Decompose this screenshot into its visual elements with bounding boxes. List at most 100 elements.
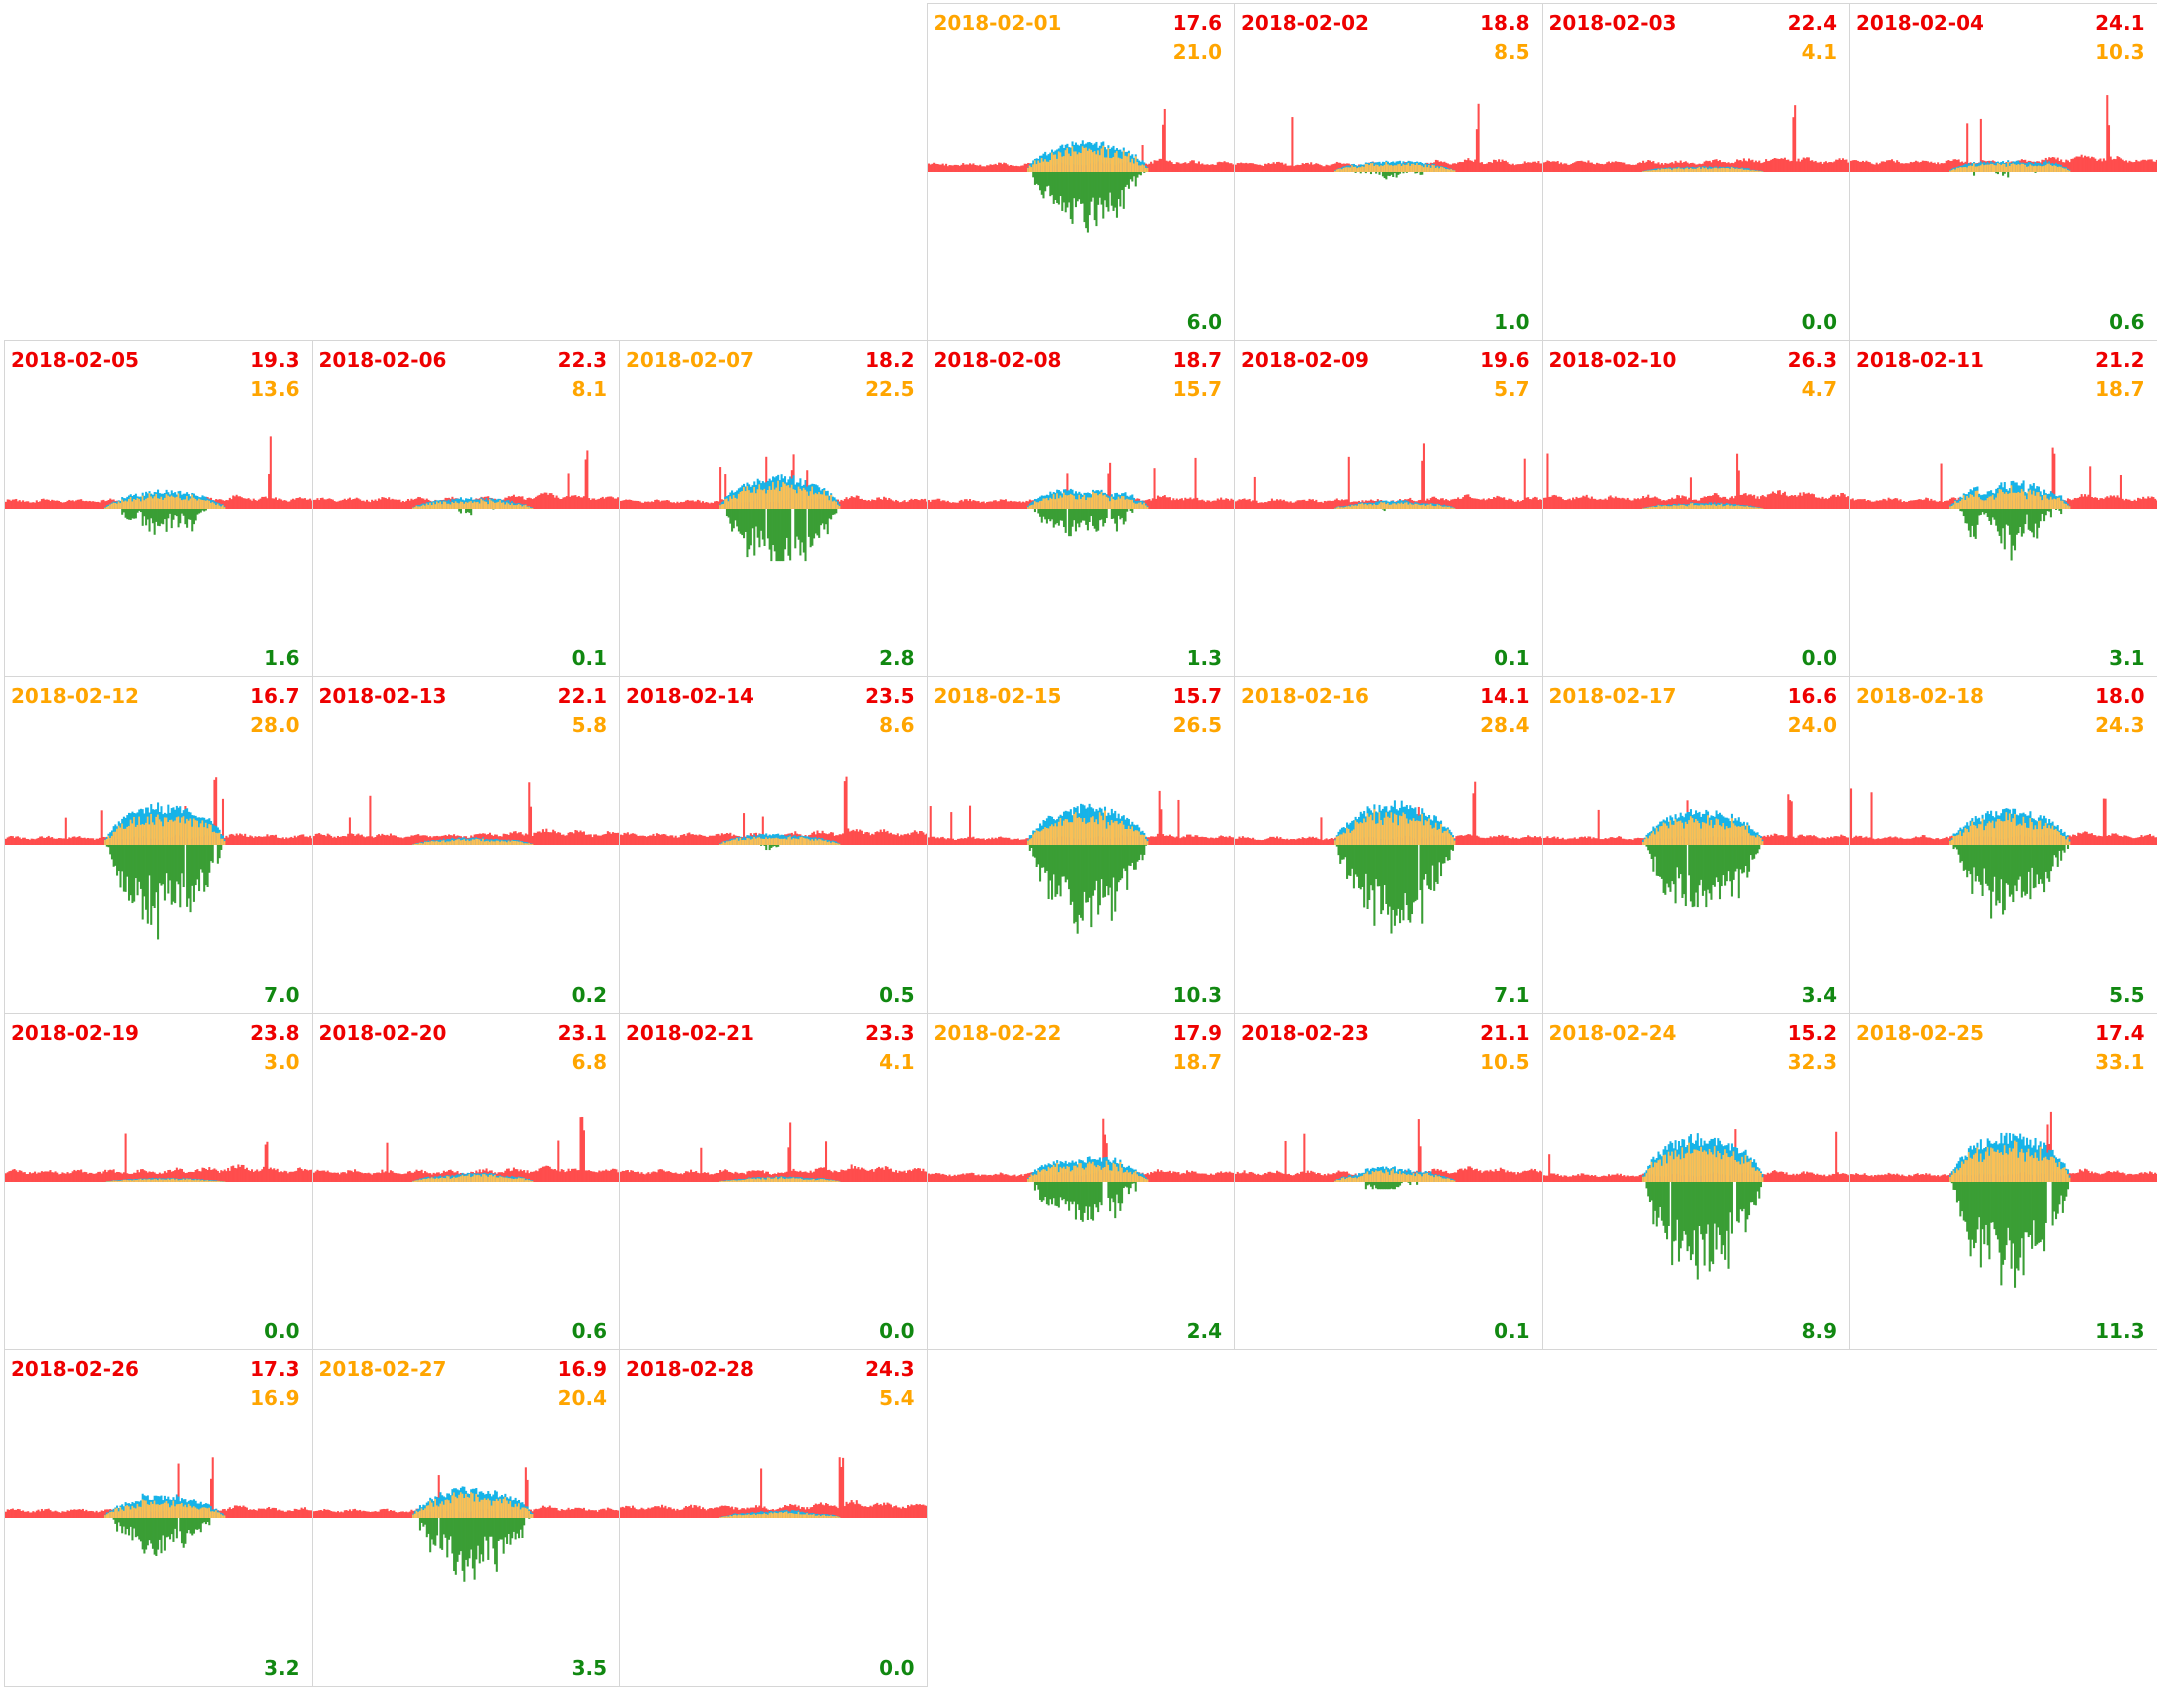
export-bar xyxy=(1131,509,1133,513)
export-bar xyxy=(1143,172,1145,173)
production-total: 13.6 xyxy=(250,378,299,400)
production-total: 22.5 xyxy=(865,378,914,400)
production-total: 4.7 xyxy=(1802,378,1837,400)
day-cell: 2018-02-01 17.6 21.0 6.0 xyxy=(927,3,1236,341)
day-date: 2018-02-10 xyxy=(1549,349,1677,371)
production-total: 8.6 xyxy=(879,714,914,736)
export-bar xyxy=(205,509,207,510)
consumption-total: 22.1 xyxy=(558,685,607,707)
day-date: 2018-02-05 xyxy=(11,349,139,371)
consumption-total: 17.6 xyxy=(1173,12,1222,34)
consumption-total: 19.6 xyxy=(1480,349,1529,371)
export-bar xyxy=(1375,172,1377,174)
export-bar xyxy=(2035,172,2037,173)
consumption-total: 16.7 xyxy=(250,685,299,707)
day-date: 2018-02-04 xyxy=(1856,12,1984,34)
export-bar xyxy=(1421,172,1423,175)
production-total: 21.0 xyxy=(1173,41,1222,63)
day-cell: 2018-02-12 16.7 28.0 7.0 xyxy=(4,676,313,1014)
export-total: 0.1 xyxy=(572,647,607,669)
export-bar xyxy=(212,845,214,863)
consumption-total: 18.7 xyxy=(1173,349,1222,371)
day-date: 2018-02-02 xyxy=(1241,12,1369,34)
day-date: 2018-02-01 xyxy=(934,12,1062,34)
export-bar xyxy=(2050,509,2052,517)
export-bar xyxy=(1355,172,1357,173)
export-total: 7.0 xyxy=(264,984,299,1006)
export-bar xyxy=(760,845,762,846)
export-total: 0.5 xyxy=(879,984,914,1006)
consumption-total: 26.3 xyxy=(1788,349,1837,371)
day-date: 2018-02-13 xyxy=(319,685,447,707)
consumption-total: 18.2 xyxy=(865,349,914,371)
consumption-bar xyxy=(1291,117,1293,172)
export-bar xyxy=(2007,172,2009,177)
export-bar xyxy=(1402,172,1404,173)
export-bar xyxy=(789,509,791,560)
export-bar xyxy=(1416,172,1418,173)
day-date: 2018-02-09 xyxy=(1241,349,1369,371)
day-date: 2018-02-03 xyxy=(1549,12,1677,34)
export-total: 1.3 xyxy=(1187,647,1222,669)
export-total: 6.0 xyxy=(1187,311,1222,333)
export-bar xyxy=(1406,172,1408,173)
day-date: 2018-02-14 xyxy=(626,685,754,707)
consumption-total: 21.2 xyxy=(2095,349,2144,371)
day-cell: 2018-02-14 23.5 8.6 0.5 xyxy=(619,676,928,1014)
day-cell: 2018-02-09 19.6 5.7 0.1 xyxy=(1234,340,1543,678)
export-bar xyxy=(2004,172,2006,174)
export-bar xyxy=(805,509,807,561)
export-bar xyxy=(1126,509,1128,512)
production-total: 8.5 xyxy=(1494,41,1529,63)
consumption-bar xyxy=(1478,104,1480,172)
export-bar xyxy=(1973,172,1975,176)
day-date: 2018-02-11 xyxy=(1856,349,1984,371)
consumption-total: 23.5 xyxy=(865,685,914,707)
consumption-total: 22.4 xyxy=(1788,12,1837,34)
export-total: 0.1 xyxy=(1494,647,1529,669)
export-bar xyxy=(2060,509,2062,514)
export-bar xyxy=(1997,172,1999,174)
day-date: 2018-02-12 xyxy=(11,685,139,707)
consumption-total: 22.3 xyxy=(558,349,607,371)
export-bar xyxy=(1370,172,1372,174)
export-bar xyxy=(1360,172,1362,173)
consumption-bar xyxy=(1348,456,1350,508)
export-bar xyxy=(1105,509,1107,518)
export-total: 2.8 xyxy=(879,647,914,669)
export-bar xyxy=(1365,172,1367,173)
production-total: 10.3 xyxy=(2095,41,2144,63)
export-bar xyxy=(492,509,494,510)
export-bar xyxy=(1064,509,1066,533)
day-cell: 2018-02-10 26.3 4.7 0.0 xyxy=(1542,340,1851,678)
production-total: 5.7 xyxy=(1494,378,1529,400)
export-bar xyxy=(764,509,766,546)
export-total: 1.0 xyxy=(1494,311,1529,333)
export-bar xyxy=(1399,172,1401,174)
export-bar xyxy=(1033,509,1035,512)
production-total: 4.1 xyxy=(1802,41,1837,63)
export-bar xyxy=(1384,509,1386,511)
production-total: 8.1 xyxy=(572,378,607,400)
export-total: 0.0 xyxy=(1802,647,1837,669)
day-cell: 2018-02-06 22.3 8.1 0.1 xyxy=(312,340,621,678)
export-bar xyxy=(1379,172,1381,175)
export-bar xyxy=(1139,172,1141,175)
export-bar xyxy=(2055,509,2057,510)
consumption-total: 24.1 xyxy=(2095,12,2144,34)
export-bar xyxy=(835,509,837,513)
consumption-bar xyxy=(1423,443,1425,509)
export-total: 0.2 xyxy=(572,984,607,1006)
export-bar xyxy=(765,845,767,850)
production-total: 28.0 xyxy=(250,714,299,736)
day-date: 2018-02-06 xyxy=(319,349,447,371)
export-bar xyxy=(220,845,222,850)
